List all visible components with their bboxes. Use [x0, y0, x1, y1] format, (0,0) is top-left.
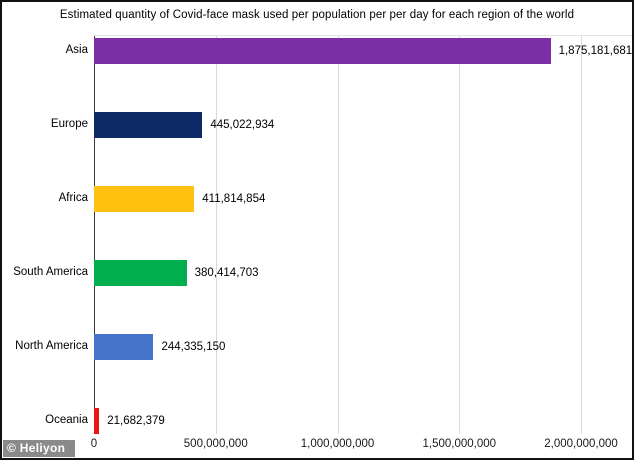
x-tick-0: 0 [90, 438, 98, 450]
y-axis-line [94, 35, 95, 433]
value-label-south-america: 380,414,703 [194, 267, 259, 279]
category-label-europe: Europe [50, 118, 88, 130]
gridline-2,000,000,000 [581, 36, 582, 434]
bar-north-america [94, 334, 154, 360]
value-label-europe: 445,022,934 [210, 119, 275, 131]
category-label-asia: Asia [65, 44, 88, 56]
source-watermark: © Heliyon [3, 440, 76, 457]
bar-europe [94, 112, 203, 138]
plot-area: 1,875,181,681 445,022,934 411,814,854 380,4… [94, 35, 632, 434]
value-label-north-america: 244,335,150 [161, 341, 226, 353]
category-label-oceania: Oceania [45, 414, 88, 426]
value-label-asia: 1,875,181,681 [558, 45, 633, 57]
gridline-500,000,000 [215, 36, 217, 434]
x-tick-2,000,000,000: 2,000,000,000 [544, 438, 618, 450]
value-label-oceania: 21,682,379 [107, 415, 165, 427]
x-tick-1,000,000,000: 1,000,000,000 [300, 438, 375, 450]
gridline-1,000,000,000 [337, 36, 339, 434]
value-label-africa: 411,814,854 [202, 193, 266, 205]
category-label-south-america: South America [13, 266, 88, 278]
bar-south-america [94, 260, 187, 286]
bar-africa [94, 186, 195, 212]
gridline-1,500,000,000 [459, 36, 461, 434]
category-label-north-america: North America [15, 340, 88, 352]
chart-title: Estimated quantity of Covid-face mask us… [59, 9, 575, 21]
x-tick-500,000,000: 500,000,000 [183, 438, 248, 450]
category-label-africa: Africa [58, 192, 88, 204]
x-tick-1,500,000,000: 1,500,000,000 [422, 438, 497, 450]
bar-asia [94, 38, 551, 64]
bar-oceania [94, 408, 100, 434]
